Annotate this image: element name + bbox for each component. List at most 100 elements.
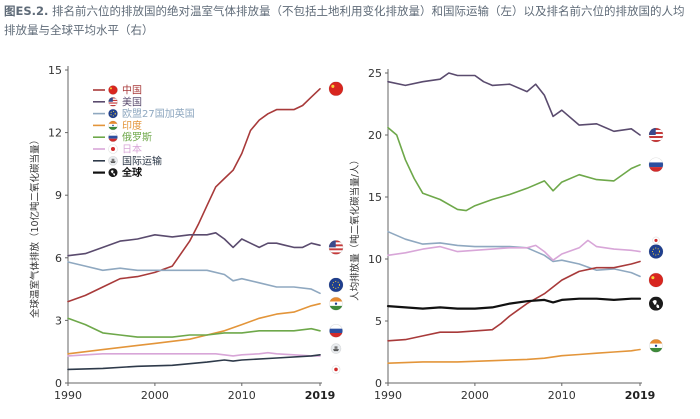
ship-icon xyxy=(330,343,342,354)
legend-label: 欧盟27国加英国 xyxy=(122,107,195,120)
flag-band xyxy=(329,333,343,338)
ship-hull xyxy=(110,161,116,164)
x-tick-label: 2000 xyxy=(141,389,169,402)
legend-item-china: 中国 xyxy=(93,84,142,97)
legend-label: 印度 xyxy=(122,119,142,132)
icon-ring xyxy=(331,365,341,374)
flag-stripe xyxy=(649,130,663,132)
series-line-intl_transport xyxy=(67,353,321,371)
icon-body xyxy=(108,120,118,130)
globe-land xyxy=(110,170,116,176)
icon-ring xyxy=(108,108,118,119)
y-tick-label: 15 xyxy=(48,64,62,77)
series-line-japan xyxy=(67,351,321,357)
flag-stripe xyxy=(108,103,118,106)
x-tick-label: 2019 xyxy=(625,389,656,402)
flag-stars xyxy=(110,110,116,117)
icon-ring xyxy=(328,240,344,255)
figure-caption: 图ES.2. 排名前六位的排放国的绝对温室气体排放量（不包括土地利用变化排放量）… xyxy=(4,2,694,40)
icon-body xyxy=(652,236,660,244)
flag-canton xyxy=(329,240,336,248)
x-tick-label: 2010 xyxy=(228,389,256,402)
flag-disc xyxy=(334,367,338,372)
icon-body xyxy=(332,365,340,374)
y-axis-label: 人均排放量（吨二氧化碳当量/人） xyxy=(349,155,361,301)
y-axis-label: 全球温室气体排放（10亿吨二氧化碳当量） xyxy=(29,135,41,318)
flag-band xyxy=(649,162,663,168)
russia-flag-icon xyxy=(648,157,664,173)
y-tick-label: 5 xyxy=(375,315,382,328)
icon-ring xyxy=(108,132,118,142)
y-tick-label: 9 xyxy=(55,189,62,202)
icon-body xyxy=(329,324,343,338)
series-line-usa xyxy=(387,72,641,136)
legend-item-eu27uk: 欧盟27国加英国 xyxy=(93,107,195,120)
china-flag-icon xyxy=(328,81,344,97)
x-tick-label: 2019 xyxy=(305,389,336,402)
y-tick-label: 0 xyxy=(55,377,62,390)
icon-body xyxy=(649,128,663,142)
ship-icon xyxy=(108,156,118,166)
legend-label: 全球 xyxy=(121,166,143,179)
flag-field xyxy=(108,85,118,95)
icon-ring xyxy=(329,296,343,311)
icon-body xyxy=(108,168,118,178)
flag-disc xyxy=(110,146,116,152)
icon-ring xyxy=(328,277,344,293)
flag-canton xyxy=(649,128,656,135)
flag-wheel xyxy=(112,124,114,127)
icon-body xyxy=(108,132,118,142)
y-tick-label: 12 xyxy=(48,127,62,140)
flag-star xyxy=(331,84,335,88)
usa-flag-icon xyxy=(648,127,664,143)
legend-label: 日本 xyxy=(122,143,142,156)
flag-stripe xyxy=(108,102,118,104)
icon-body xyxy=(329,81,343,96)
flag-stripe xyxy=(108,101,118,103)
flag-band xyxy=(108,132,118,136)
japan-flag-icon xyxy=(652,236,660,245)
flag-field xyxy=(108,109,118,119)
india-flag-icon xyxy=(649,338,663,353)
y-tick-label: 0 xyxy=(375,377,382,390)
flag-band xyxy=(649,167,663,172)
icon-body xyxy=(329,240,343,255)
flag-stripe xyxy=(329,250,343,253)
flag-band xyxy=(329,297,343,302)
flag-stripe xyxy=(329,252,343,255)
legend-label: 国际运输 xyxy=(122,154,162,167)
x-tick-label: 1990 xyxy=(54,389,82,402)
icon-ring xyxy=(649,338,663,353)
flag-band xyxy=(329,324,343,329)
legend-item-russia: 俄罗斯 xyxy=(93,131,152,144)
ship-cabin xyxy=(334,346,338,349)
flag-stripe xyxy=(329,244,343,247)
russia-flag-icon xyxy=(329,324,343,338)
ship-hull xyxy=(333,349,339,352)
icon-ring xyxy=(648,157,664,173)
icon-body xyxy=(649,273,663,288)
flag-disc xyxy=(654,238,658,242)
flag-stripe xyxy=(108,105,118,107)
icon-body xyxy=(108,156,118,166)
legend-label: 美国 xyxy=(122,95,142,108)
series-line-eu27uk xyxy=(387,230,641,278)
flag-field xyxy=(329,277,343,292)
flag-band xyxy=(649,347,663,353)
flag-band xyxy=(329,305,343,311)
series-line-russia xyxy=(67,317,321,338)
flag-stripe xyxy=(108,97,118,99)
flag-star xyxy=(651,276,655,280)
icon-ring xyxy=(108,120,118,131)
icon-ring xyxy=(652,236,660,245)
flag-stripe xyxy=(649,134,663,136)
flag-band xyxy=(649,339,663,344)
flag-stripe xyxy=(108,99,118,102)
icon-body xyxy=(649,339,663,353)
legend-label: 俄罗斯 xyxy=(122,131,152,144)
icon-ring xyxy=(329,324,343,338)
flag-stars xyxy=(652,247,660,256)
icon-body xyxy=(108,144,118,154)
y-tick-label: 15 xyxy=(368,191,382,204)
series-line-russia xyxy=(387,126,641,212)
